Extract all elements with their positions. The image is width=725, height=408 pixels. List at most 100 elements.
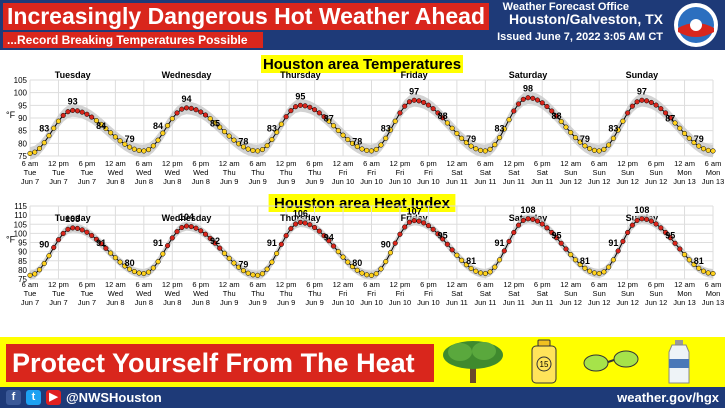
x-tick-label: 12 pm <box>162 280 183 289</box>
y-axis-label: °F <box>6 110 16 120</box>
data-point <box>416 218 422 224</box>
footer-bar <box>0 387 725 408</box>
data-point <box>226 255 232 261</box>
data-label: 79 <box>580 134 590 144</box>
data-point <box>89 232 95 238</box>
data-point <box>27 272 33 278</box>
data-point <box>326 238 332 244</box>
data-point <box>60 112 66 118</box>
data-point <box>255 148 261 154</box>
data-point <box>141 270 147 277</box>
data-point <box>406 99 412 105</box>
data-point <box>373 271 379 277</box>
data-point <box>32 149 38 155</box>
day-label: Wednesday <box>162 70 212 80</box>
data-point <box>84 111 90 117</box>
data-point <box>606 264 612 270</box>
data-point <box>658 106 664 112</box>
data-point <box>639 216 645 222</box>
data-label: 106 <box>293 208 308 218</box>
data-point <box>70 225 76 231</box>
data-point <box>634 99 640 105</box>
x-tick-label: Wed <box>108 168 123 177</box>
facebook-icon[interactable]: f <box>6 390 21 405</box>
data-point <box>155 259 161 265</box>
x-tick-label: 6 pm <box>648 159 665 168</box>
x-tick-label: Jun 12 <box>588 298 611 307</box>
data-label: 92 <box>210 236 220 246</box>
data-point <box>240 268 246 274</box>
data-point <box>36 267 43 273</box>
data-point <box>563 124 569 130</box>
x-tick-label: Jun 7 <box>49 298 67 307</box>
data-point <box>615 248 621 254</box>
x-tick-label: 6 pm <box>79 159 96 168</box>
data-point <box>89 114 95 120</box>
data-point <box>293 104 299 110</box>
data-point <box>32 271 38 277</box>
data-point <box>397 110 403 116</box>
data-point <box>264 266 270 272</box>
data-point <box>93 236 99 242</box>
svg-text:15: 15 <box>540 360 549 369</box>
y-tick-label: 80 <box>18 266 27 275</box>
data-point <box>231 260 237 266</box>
x-tick-label: 12 pm <box>276 159 297 168</box>
data-label: 107 <box>407 207 422 217</box>
x-tick-label: 12 am <box>105 159 126 168</box>
y-tick-label: 115 <box>14 202 27 211</box>
social-handle[interactable]: @NWSHouston <box>66 390 162 405</box>
data-point <box>231 137 237 143</box>
data-label: 79 <box>125 134 135 144</box>
data-point <box>250 147 256 154</box>
data-point <box>591 270 597 276</box>
data-point <box>482 148 488 154</box>
data-point <box>444 120 450 126</box>
x-tick-label: 6 am <box>477 159 494 168</box>
x-tick-label: Sat <box>508 168 520 177</box>
data-point <box>572 135 579 141</box>
day-label: Friday <box>401 70 428 80</box>
data-point <box>354 144 360 150</box>
x-tick-label: Jun 8 <box>163 177 181 186</box>
data-point <box>449 247 455 253</box>
data-point <box>610 257 616 263</box>
x-tick-label: Jun 10 <box>360 298 383 307</box>
twitter-icon[interactable]: t <box>26 390 41 405</box>
x-tick-label: 12 pm <box>390 280 411 289</box>
y-tick-label: 100 <box>14 89 28 98</box>
data-point <box>515 222 522 228</box>
x-tick-label: 6 pm <box>306 159 323 168</box>
x-tick-label: Sat <box>537 289 549 298</box>
data-point <box>349 140 356 146</box>
x-tick-label: Wed <box>136 289 151 298</box>
chart-title-bg <box>261 55 463 73</box>
website-link[interactable]: weather.gov/hgx <box>617 390 719 405</box>
data-point <box>236 264 242 270</box>
noaa-logo-icon <box>674 3 718 47</box>
data-point <box>269 259 275 265</box>
data-point <box>293 221 299 227</box>
y-axis-label: °F <box>6 235 16 245</box>
youtube-icon[interactable]: ▶ <box>46 390 61 405</box>
x-tick-label: Tue <box>24 289 37 298</box>
day-label: Thursday <box>280 70 321 80</box>
data-point <box>131 269 137 275</box>
water-bottle-icon <box>668 340 690 384</box>
x-tick-label: Jun 10 <box>417 298 440 307</box>
x-tick-label: Jun 7 <box>78 298 96 307</box>
x-tick-label: Thu <box>308 289 321 298</box>
data-point <box>648 99 654 106</box>
data-point <box>383 135 389 141</box>
x-tick-label: 6 am <box>135 159 152 168</box>
data-point <box>349 264 356 270</box>
data-point <box>667 235 673 241</box>
x-tick-label: 12 am <box>560 280 581 289</box>
data-point <box>212 120 218 126</box>
data-label: 84 <box>153 121 163 131</box>
x-tick-label: Sat <box>508 289 520 298</box>
data-label: 81 <box>694 256 704 266</box>
data-point <box>525 216 531 222</box>
day-label: Sunday <box>626 70 659 80</box>
x-tick-label: Thu <box>251 289 264 298</box>
